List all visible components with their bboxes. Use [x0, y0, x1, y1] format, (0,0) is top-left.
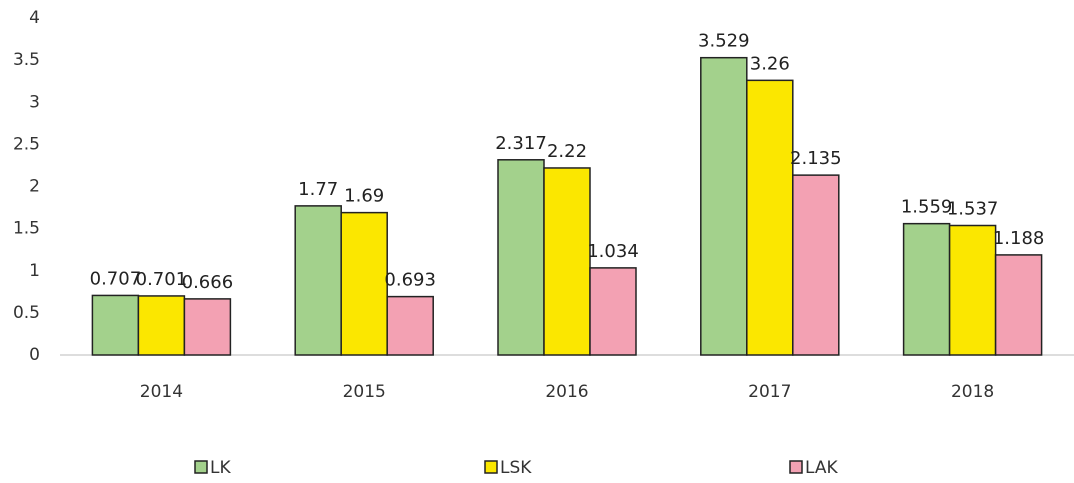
y-tick-label: 4 — [29, 8, 40, 28]
data-label: 0.693 — [384, 270, 436, 291]
data-label: 0.707 — [90, 268, 142, 289]
legend-label: LSK — [500, 458, 532, 478]
y-tick-label: 2 — [29, 177, 40, 197]
x-tick-label: 2018 — [951, 382, 994, 402]
data-label: 0.701 — [136, 269, 188, 290]
y-tick-label: 0.5 — [13, 303, 40, 323]
bar — [91, 294, 140, 356]
data-label: 2.135 — [790, 148, 842, 169]
data-label: 3.529 — [698, 31, 750, 52]
data-label: 1.69 — [344, 186, 384, 207]
bar — [294, 205, 342, 356]
data-label: 1.188 — [993, 228, 1045, 249]
bar — [589, 267, 637, 356]
x-tick-label: 2017 — [748, 382, 791, 402]
bar — [543, 167, 591, 356]
x-tick-label: 2014 — [140, 382, 183, 402]
bar — [792, 174, 840, 356]
data-label: 1.559 — [901, 197, 953, 218]
bar — [386, 295, 434, 356]
bar — [700, 56, 748, 356]
data-label: 1.77 — [298, 179, 338, 200]
bar — [340, 211, 388, 356]
bar — [994, 254, 1043, 356]
bar — [948, 224, 997, 356]
data-label: 1.537 — [947, 199, 999, 220]
bar — [902, 222, 951, 356]
y-tick-label: 2.5 — [13, 134, 40, 154]
data-label: 1.034 — [587, 241, 639, 262]
data-label: 2.22 — [547, 141, 587, 162]
data-label: 3.26 — [750, 53, 790, 74]
data-label: 0.666 — [182, 272, 234, 293]
y-tick-label: 0 — [29, 345, 40, 365]
legend-swatch — [484, 460, 498, 474]
bar — [137, 295, 186, 356]
bar — [183, 298, 232, 356]
bar — [746, 79, 794, 356]
data-label: 2.317 — [495, 133, 547, 154]
legend-swatch — [789, 460, 803, 474]
x-tick-label: 2016 — [545, 382, 588, 402]
y-tick-label: 3.5 — [13, 50, 40, 70]
x-tick-label: 2015 — [343, 382, 386, 402]
bar — [497, 159, 545, 356]
y-tick-label: 3 — [29, 92, 40, 112]
legend-label: LAK — [805, 458, 838, 478]
y-tick-label: 1 — [29, 261, 40, 281]
y-tick-label: 1.5 — [13, 219, 40, 239]
legend-swatch — [194, 460, 208, 474]
legend-label: LK — [210, 458, 231, 478]
